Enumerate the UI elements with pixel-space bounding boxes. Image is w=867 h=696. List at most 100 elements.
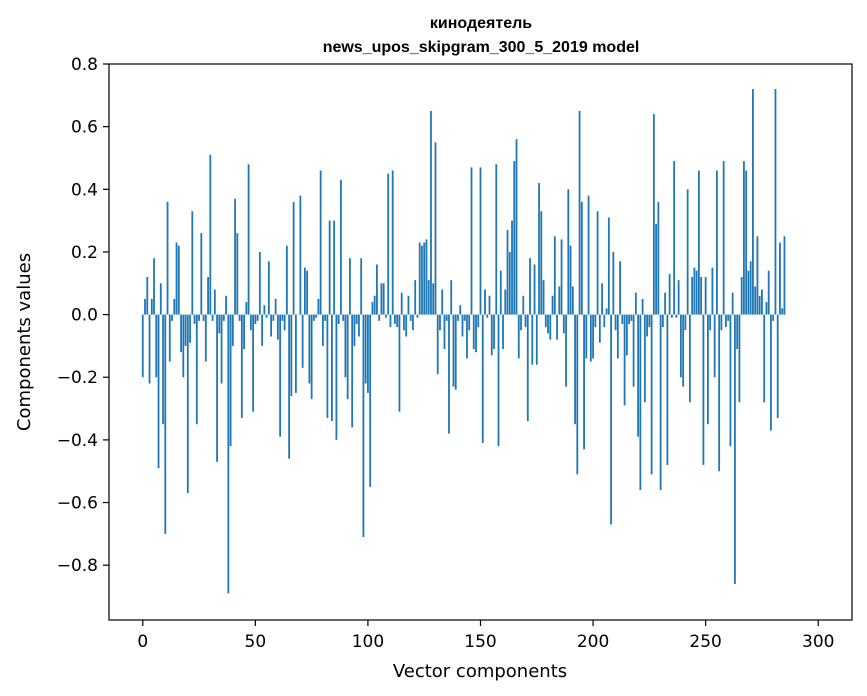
- bar: [423, 242, 426, 315]
- bar: [195, 314, 198, 425]
- bar: [425, 239, 428, 315]
- bar: [227, 314, 230, 594]
- bar: [722, 161, 725, 315]
- bar: [270, 314, 273, 337]
- bar: [310, 314, 313, 400]
- bar: [761, 289, 763, 315]
- bar: [547, 314, 549, 334]
- bar: [603, 314, 606, 328]
- bar: [173, 298, 176, 315]
- bar: [643, 314, 646, 403]
- bar: [416, 314, 419, 318]
- bar: [484, 289, 486, 315]
- bar: [578, 110, 581, 315]
- bar: [614, 314, 617, 331]
- bar: [301, 314, 304, 368]
- bar: [641, 298, 644, 315]
- bar: [292, 201, 295, 315]
- bar: [279, 314, 282, 437]
- bar: [407, 295, 410, 315]
- bar: [542, 280, 545, 315]
- bar: [412, 314, 414, 331]
- bar: [461, 314, 464, 337]
- bar: [261, 314, 263, 346]
- bar: [443, 314, 446, 350]
- bar: [414, 280, 417, 315]
- bar: [607, 217, 610, 315]
- bar: [526, 314, 529, 422]
- bar: [529, 258, 531, 315]
- bar: [655, 223, 658, 315]
- bar: [551, 295, 554, 315]
- bar: [200, 233, 203, 315]
- bar: [220, 314, 223, 384]
- bar: [650, 314, 653, 475]
- bar: [405, 314, 408, 337]
- bar: [243, 314, 245, 350]
- bar: [517, 314, 520, 359]
- bar: [495, 164, 498, 315]
- bar: [418, 242, 421, 315]
- bar: [531, 314, 534, 365]
- x-tick-label: 50: [245, 632, 267, 652]
- bar: [387, 173, 390, 315]
- bar: [204, 314, 207, 362]
- bar: [315, 314, 318, 318]
- y-axis-label: Components values: [14, 253, 35, 431]
- bar: [353, 314, 356, 346]
- bar: [391, 170, 394, 315]
- bar: [394, 314, 396, 324]
- bar: [240, 314, 243, 418]
- bar: [328, 220, 331, 315]
- bar: [331, 314, 333, 422]
- bar: [303, 267, 306, 315]
- bar: [346, 314, 349, 400]
- bar: [587, 195, 590, 315]
- bar: [267, 261, 270, 315]
- bar: [612, 251, 615, 315]
- bar: [450, 280, 453, 315]
- bar: [576, 314, 579, 475]
- bar: [729, 314, 732, 447]
- bar: [306, 270, 309, 315]
- bar: [711, 267, 714, 315]
- bar: [153, 258, 155, 315]
- bar: [389, 314, 392, 328]
- bar: [621, 314, 624, 324]
- bar: [263, 305, 266, 315]
- bar: [342, 314, 345, 321]
- bar: [670, 314, 673, 318]
- bar: [162, 314, 164, 425]
- bar: [763, 314, 766, 403]
- bar: [758, 295, 761, 315]
- bar: [540, 211, 543, 315]
- bar: [625, 314, 628, 356]
- bar: [249, 314, 252, 331]
- bar: [159, 283, 162, 315]
- bar: [756, 236, 759, 315]
- bar: [668, 273, 671, 315]
- bar: [567, 189, 570, 315]
- bar: [369, 314, 372, 487]
- bar: [398, 314, 401, 412]
- bar: [522, 295, 525, 315]
- bar: [481, 314, 484, 444]
- bar: [360, 258, 363, 315]
- bar: [493, 314, 495, 350]
- bar: [743, 161, 745, 315]
- bar: [403, 314, 405, 331]
- bar: [186, 314, 189, 494]
- bar: [747, 270, 750, 315]
- bar: [317, 298, 320, 315]
- bar: [382, 283, 385, 315]
- bar: [378, 314, 381, 321]
- bar: [688, 314, 691, 403]
- bar: [725, 314, 727, 328]
- bar: [513, 161, 516, 315]
- bar: [466, 314, 468, 359]
- bar: [245, 302, 248, 315]
- bar: [486, 314, 489, 318]
- bar: [225, 295, 227, 315]
- x-axis-label: Vector components: [393, 661, 567, 682]
